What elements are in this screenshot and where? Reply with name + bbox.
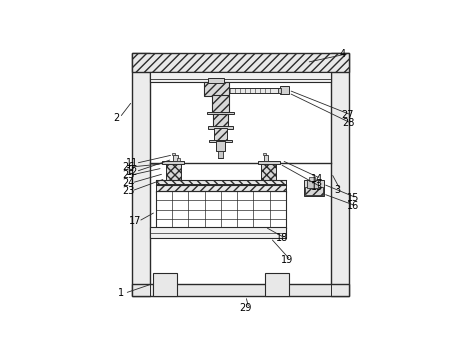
Bar (156, 183, 286, 192)
Bar (229, 88, 282, 93)
Text: 13: 13 (311, 182, 324, 192)
Bar (209, 78, 224, 83)
Text: 4: 4 (339, 49, 346, 59)
Text: 2: 2 (113, 113, 119, 123)
Bar (177, 158, 181, 161)
Bar (305, 187, 323, 195)
Text: 29: 29 (239, 303, 252, 313)
Text: 25: 25 (122, 170, 135, 180)
Text: 23: 23 (122, 186, 135, 196)
Text: 17: 17 (129, 216, 141, 227)
Bar (156, 191, 286, 228)
Bar (218, 151, 223, 158)
Bar (153, 272, 177, 296)
Bar (217, 141, 225, 151)
Bar (263, 153, 266, 155)
Bar (257, 161, 280, 164)
Bar (261, 163, 276, 181)
Bar (331, 53, 349, 296)
Bar (264, 155, 268, 162)
Text: 16: 16 (347, 201, 360, 211)
Bar (132, 53, 150, 296)
Bar (150, 72, 331, 82)
Bar (213, 113, 228, 127)
Bar (162, 161, 184, 164)
Bar (150, 228, 286, 238)
Bar (304, 181, 324, 196)
Bar (209, 140, 232, 142)
Text: 19: 19 (281, 255, 293, 265)
Text: 27: 27 (342, 110, 354, 120)
Text: 11: 11 (126, 158, 138, 168)
Bar (214, 128, 227, 140)
Text: 18: 18 (275, 233, 288, 243)
Text: 1: 1 (118, 288, 124, 298)
Bar (132, 284, 349, 296)
Bar (165, 163, 181, 181)
Text: 3: 3 (334, 185, 340, 195)
Bar (132, 53, 349, 72)
Bar (207, 112, 234, 115)
Text: 12: 12 (126, 167, 138, 177)
Bar (212, 95, 229, 113)
Text: 15: 15 (347, 193, 360, 203)
Text: 26: 26 (122, 162, 135, 172)
Bar (208, 126, 233, 129)
Bar (156, 180, 286, 185)
Text: 14: 14 (311, 173, 324, 183)
Bar (278, 88, 281, 93)
Bar (204, 82, 229, 95)
Bar (280, 86, 289, 94)
Bar (173, 155, 178, 162)
Bar (172, 153, 175, 155)
Bar (307, 180, 318, 188)
Bar (309, 177, 315, 181)
Bar (265, 272, 289, 296)
Text: 28: 28 (342, 118, 354, 128)
Text: 24: 24 (122, 178, 135, 188)
